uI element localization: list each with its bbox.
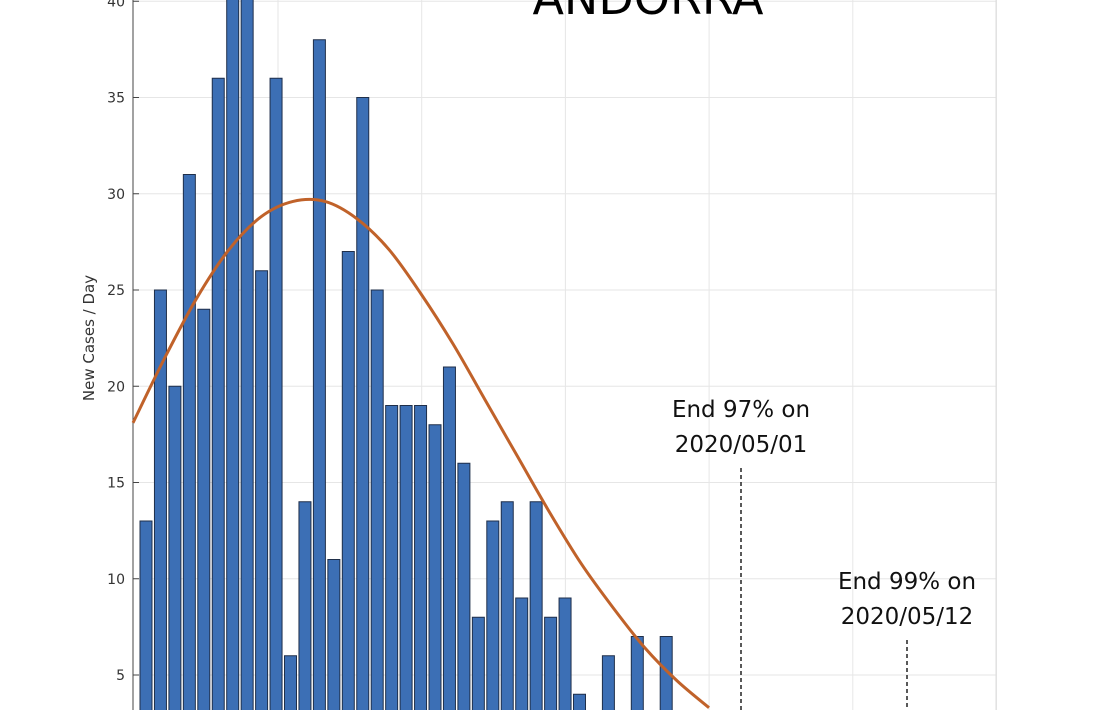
fit-curve	[131, 197, 710, 709]
bar	[269, 77, 283, 710]
bar	[486, 520, 500, 710]
bar	[414, 405, 428, 710]
bar	[226, 0, 240, 710]
bar	[153, 289, 167, 710]
bar	[182, 174, 196, 710]
bar	[601, 655, 615, 710]
y-axis: 5 10 15 20 25 30 35 40	[107, 0, 139, 684]
bar	[284, 655, 297, 710]
bar	[298, 501, 312, 710]
y-axis-label: New Cases / Day	[80, 275, 98, 401]
bar	[370, 289, 384, 710]
bar	[356, 97, 370, 710]
y-tick-label: 35	[107, 91, 125, 107]
annotation-line1: End 99% on	[838, 569, 976, 595]
y-tick-label: 40	[107, 0, 125, 10]
bar	[428, 424, 442, 710]
y-tick-label: 20	[107, 379, 125, 395]
bar	[573, 693, 586, 710]
bar	[442, 366, 456, 710]
annotations: End 97% on 2020/05/01 End 99% on 2020/05/12	[672, 397, 976, 710]
y-tick-label: 25	[107, 283, 125, 299]
bar	[500, 501, 514, 710]
bar	[240, 0, 254, 710]
bar	[544, 616, 558, 710]
bar	[197, 308, 211, 710]
bar	[457, 462, 471, 710]
bar	[255, 270, 269, 710]
y-tick-label: 15	[107, 476, 125, 492]
annotation-line2: 2020/05/12	[841, 604, 974, 630]
bars	[139, 0, 673, 710]
y-tick-label: 5	[116, 668, 125, 684]
y-tick-label: 30	[107, 187, 125, 203]
bar	[529, 501, 543, 710]
bar	[471, 616, 485, 710]
bar	[630, 636, 644, 710]
bar	[139, 520, 153, 710]
bar	[558, 597, 572, 710]
bar	[211, 77, 225, 710]
bar	[385, 405, 399, 710]
bar	[341, 251, 355, 710]
y-tick-label: 10	[107, 572, 125, 588]
bar	[515, 597, 529, 710]
bar	[168, 385, 182, 710]
annotation-line1: End 97% on	[672, 397, 810, 423]
annotation-line2: 2020/05/01	[675, 432, 808, 458]
bar	[312, 39, 326, 710]
bar	[327, 559, 341, 710]
bar	[399, 405, 413, 710]
chart-title: ANDORRA	[532, 0, 764, 25]
